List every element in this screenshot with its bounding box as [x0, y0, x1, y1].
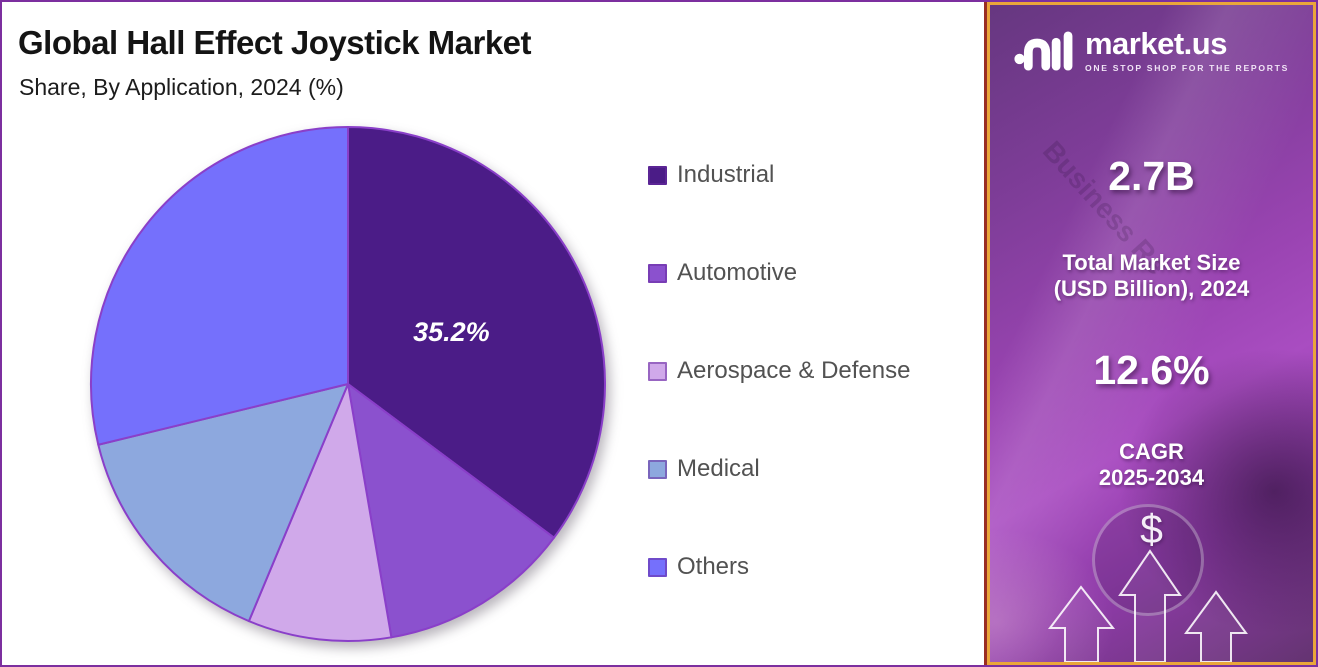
page-title: Global Hall Effect Joystick Market — [18, 24, 532, 61]
legend-label: Aerospace & Defense — [677, 357, 911, 384]
marketus-logo: market.us ONE STOP SHOP FOR THE REPORTS — [990, 27, 1313, 75]
cagr-value: 12.6% — [1093, 347, 1210, 393]
legend-swatch-automotive — [648, 263, 667, 283]
pie-slice-others — [90, 126, 349, 446]
sidebar-background: Business Re market.us ONE STOP SHOP FOR … — [987, 2, 1316, 665]
legend-item-aerospace-defense: Aerospace & Defense — [648, 357, 911, 384]
legend-swatch-others — [648, 557, 667, 577]
pie-slice-industrial — [347, 126, 606, 539]
dollar-symbol: $ — [1140, 506, 1163, 552]
sidebar: Business Re market.us ONE STOP SHOP FOR … — [984, 2, 1316, 665]
market-size-value: 2.7B — [1108, 153, 1195, 199]
logo-tagline: ONE STOP SHOP FOR THE REPORTS — [1084, 63, 1290, 73]
legend-swatch-industrial — [648, 165, 667, 185]
legend-item-others: Others — [648, 553, 910, 580]
legend-label: Automotive — [677, 259, 798, 286]
legend-label: Others — [677, 553, 750, 580]
market-size-label-line1: Total Market Size — [1062, 250, 1241, 275]
pie-slice-value-label: 35.2% — [413, 317, 490, 347]
legend: Industrial Automotive Aerospace & Defense M… — [648, 161, 911, 652]
legend-swatch-aerospace-defense — [648, 361, 667, 381]
market-size-label: Total Market Size (USD Billion), 2024 — [990, 250, 1313, 302]
pie-slice-automotive — [347, 383, 555, 639]
legend-item-automotive: Automotive — [648, 259, 910, 286]
growth-arrow-right — [1184, 590, 1248, 662]
page-subtitle: Share, By Application, 2024 (%) — [19, 74, 344, 100]
legend-swatch-medical — [648, 459, 667, 479]
coffee-cup-photo-ring — [1092, 504, 1204, 616]
pie-slice-aerospace-defense — [247, 383, 393, 642]
logo-brand: market.us — [1084, 26, 1227, 61]
legend-item-medical: Medical — [648, 455, 910, 482]
pie-slice-medical — [97, 383, 349, 623]
legend-label: Medical — [677, 455, 760, 482]
growth-arrows-icon — [1047, 549, 1248, 662]
pie-chart: 35.2% — [86, 122, 610, 646]
legend-item-industrial: Industrial — [648, 161, 910, 188]
legend-label: Industrial — [677, 161, 775, 188]
growth-arrow-left — [1047, 585, 1116, 662]
cagr-label: CAGR 2025-2034 — [990, 439, 1313, 491]
cagr-label-line2: 2025-2034 — [1098, 465, 1205, 490]
cagr-label-line1: CAGR — [1119, 439, 1184, 464]
marketus-logo-icon — [1014, 31, 1073, 71]
growth-arrow-middle — [1118, 549, 1182, 662]
logo-text: market.us ONE STOP SHOP FOR THE REPORTS — [1084, 26, 1290, 74]
pie-chart-svg: 35.2% — [90, 126, 606, 642]
market-size-label-line2: (USD Billion), 2024 — [1053, 276, 1250, 301]
chart-panel: Global Hall Effect Joystick Market Share… — [2, 2, 988, 665]
